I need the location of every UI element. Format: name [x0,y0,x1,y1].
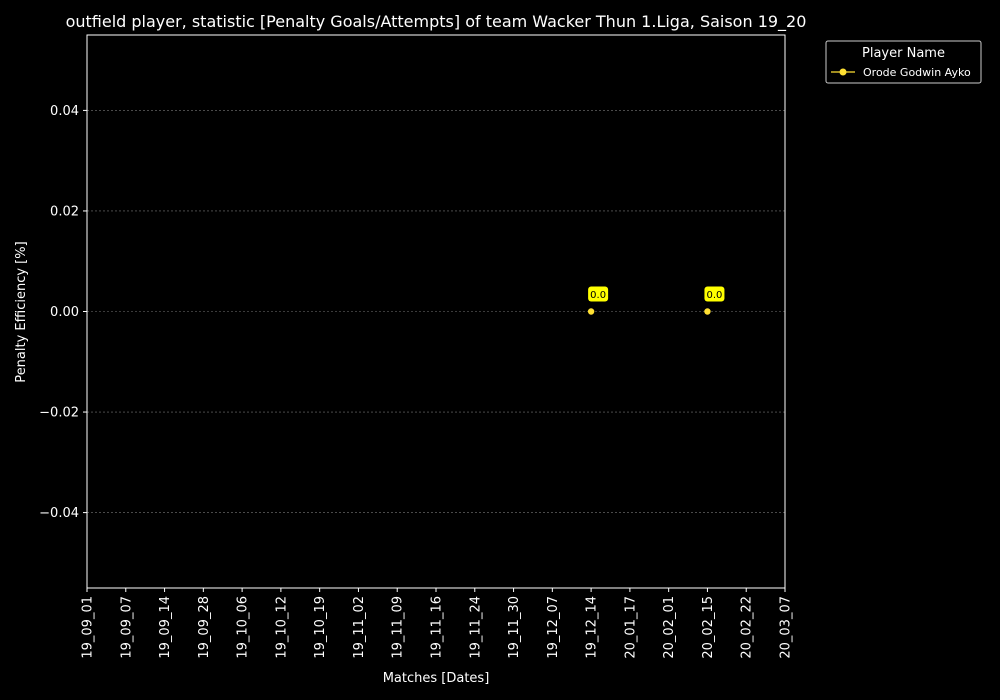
data-label: 0.0 [590,290,606,301]
x-tick-label: 20_02_22 [740,596,755,659]
legend-box [825,40,982,84]
plot-frame [86,34,786,589]
x-tick-label: 19_10_06 [236,596,251,659]
x-tick-label: 19_10_12 [274,596,289,659]
data-point [587,308,595,315]
data-label: 0.0 [706,290,722,301]
x-axis-label: Matches [Dates] [383,671,490,686]
data-label-box [704,286,725,302]
x-axis: 19_09_01 19_09_07 19_09_14 19_09_28 19_10_06… [81,588,794,659]
chart-title: outfield player, statistic [Penalty Goal… [66,12,807,32]
legend: Player Name Orode Godwin Ayko [825,40,982,84]
x-tick-label: 19_11_16 [430,596,445,659]
data-label-box [588,286,609,302]
y-axis: −0.04 −0.02 0.00 0.02 0.04 [39,104,87,521]
x-tick-label: 20_01_17 [623,596,638,659]
x-tick-label: 19_12_07 [546,596,561,659]
x-tick-label: 19_12_14 [585,596,600,659]
x-tick-label: 20_03_07 [779,596,794,659]
x-tick-label: 20_02_01 [662,596,677,659]
y-tick-label: 0.02 [50,204,79,219]
x-tick-label: 19_09_01 [81,596,96,659]
x-tick-label: 19_09_07 [119,596,134,659]
legend-title: Player Name [862,46,945,61]
legend-series-marker [839,68,847,76]
x-tick-label: 19_10_19 [313,596,328,659]
x-tick-label: 20_02_15 [701,596,716,659]
series-layer: 0.0 0.0 [587,286,725,315]
y-tick-label: −0.04 [39,506,79,521]
x-tick-label: 19_09_28 [197,596,212,659]
y-tick-label: 0.00 [50,305,79,320]
data-point [704,308,711,315]
x-tick-label: 19_11_24 [468,596,483,659]
x-tick-label: 19_09_14 [158,596,173,659]
x-tick-label: 19_11_02 [352,596,367,659]
y-axis-label: Penalty Efficiency [%] [14,241,29,382]
legend-series-label: Orode Godwin Ayko [863,66,971,79]
y-tick-label: 0.04 [50,104,79,119]
x-tick-label: 19_11_09 [391,596,406,659]
grid-layer [87,110,785,513]
y-tick-label: −0.02 [39,406,79,421]
x-tick-label: 19_11_30 [507,596,522,659]
